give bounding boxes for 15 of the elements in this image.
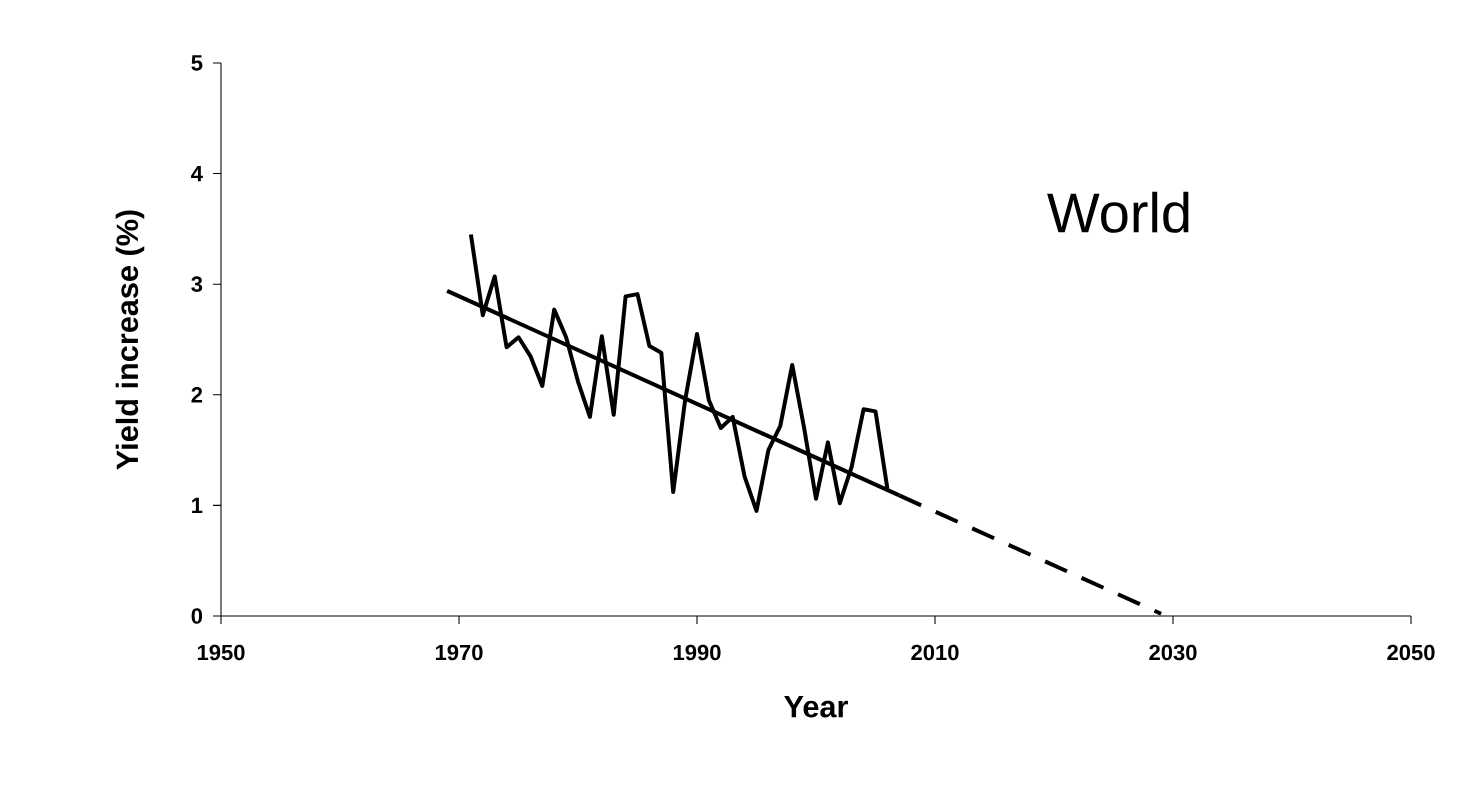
y-tick-label: 5 [191, 55, 203, 71]
y-tick-label: 4 [191, 166, 203, 182]
x-tick-label: 2030 [1149, 644, 1197, 661]
y-tick-label: 2 [191, 387, 203, 403]
y-tick-label: 1 [192, 497, 203, 513]
annotation: World [1047, 191, 1189, 233]
y-tick-label: 0 [191, 608, 203, 624]
x-axis-title: Year [784, 696, 848, 718]
y-tick-label: 3 [191, 276, 203, 292]
x-tick-label: 1950 [197, 644, 245, 661]
y-axis-title: Yield increase (%) [115, 210, 145, 470]
x-tick-label: 2050 [1387, 644, 1435, 661]
x-tick-label: 1970 [435, 644, 483, 661]
x-tick-label: 2010 [911, 644, 959, 661]
x-tick-label: 1990 [673, 644, 721, 661]
